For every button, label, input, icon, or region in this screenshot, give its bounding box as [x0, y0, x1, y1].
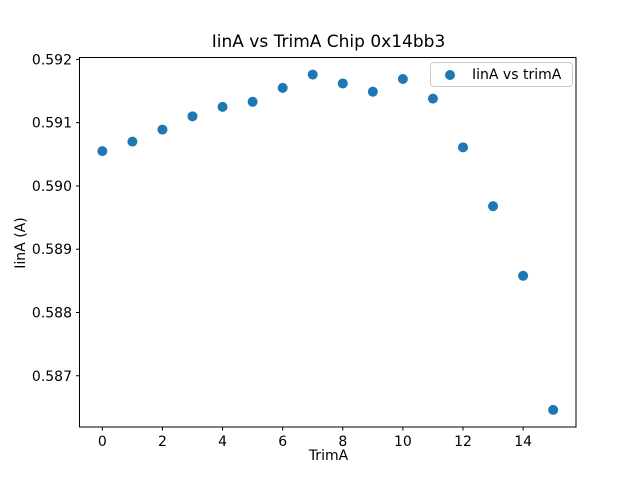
data-point [127, 136, 138, 147]
data-point [488, 201, 499, 212]
x-tick-label: 12 [454, 434, 472, 450]
legend-marker-icon [445, 69, 455, 80]
axes-frame [79, 57, 577, 428]
chart-title: IinA vs TrimA Chip 0x14bb3 [211, 32, 446, 52]
y-tick-label: 0.589 [32, 242, 72, 258]
x-tick-label: 14 [514, 434, 532, 450]
y-tick-label: 0.588 [32, 305, 72, 321]
data-point [548, 404, 559, 415]
data-point [157, 124, 168, 135]
data-point [397, 74, 408, 85]
legend: IinA vs trimA [430, 62, 573, 87]
data-point [247, 96, 258, 107]
data-point [277, 82, 288, 93]
y-tick-label: 0.592 [32, 52, 72, 68]
data-point [217, 101, 228, 112]
x-tick-label: 6 [278, 434, 287, 450]
x-tick-label: 2 [158, 434, 167, 450]
data-point [97, 146, 108, 157]
x-tick-label: 4 [218, 434, 227, 450]
data-point [367, 86, 378, 97]
data-point [518, 270, 529, 281]
data-point [427, 93, 438, 104]
x-tick-label: 8 [338, 434, 347, 450]
y-tick-label: 0.591 [32, 116, 72, 132]
x-tick-label: 10 [394, 434, 412, 450]
data-point [457, 142, 468, 153]
x-tick-label: 0 [98, 434, 107, 450]
y-tick-label: 0.587 [32, 369, 72, 385]
data-point [337, 78, 348, 89]
y-tick-label: 0.590 [32, 179, 72, 195]
y-axis-label: IinA (A) [13, 217, 29, 269]
x-axis-label: TrimA [308, 448, 349, 464]
data-point [307, 69, 318, 80]
data-point [187, 111, 198, 122]
legend-label: IinA vs trimA [472, 66, 562, 83]
